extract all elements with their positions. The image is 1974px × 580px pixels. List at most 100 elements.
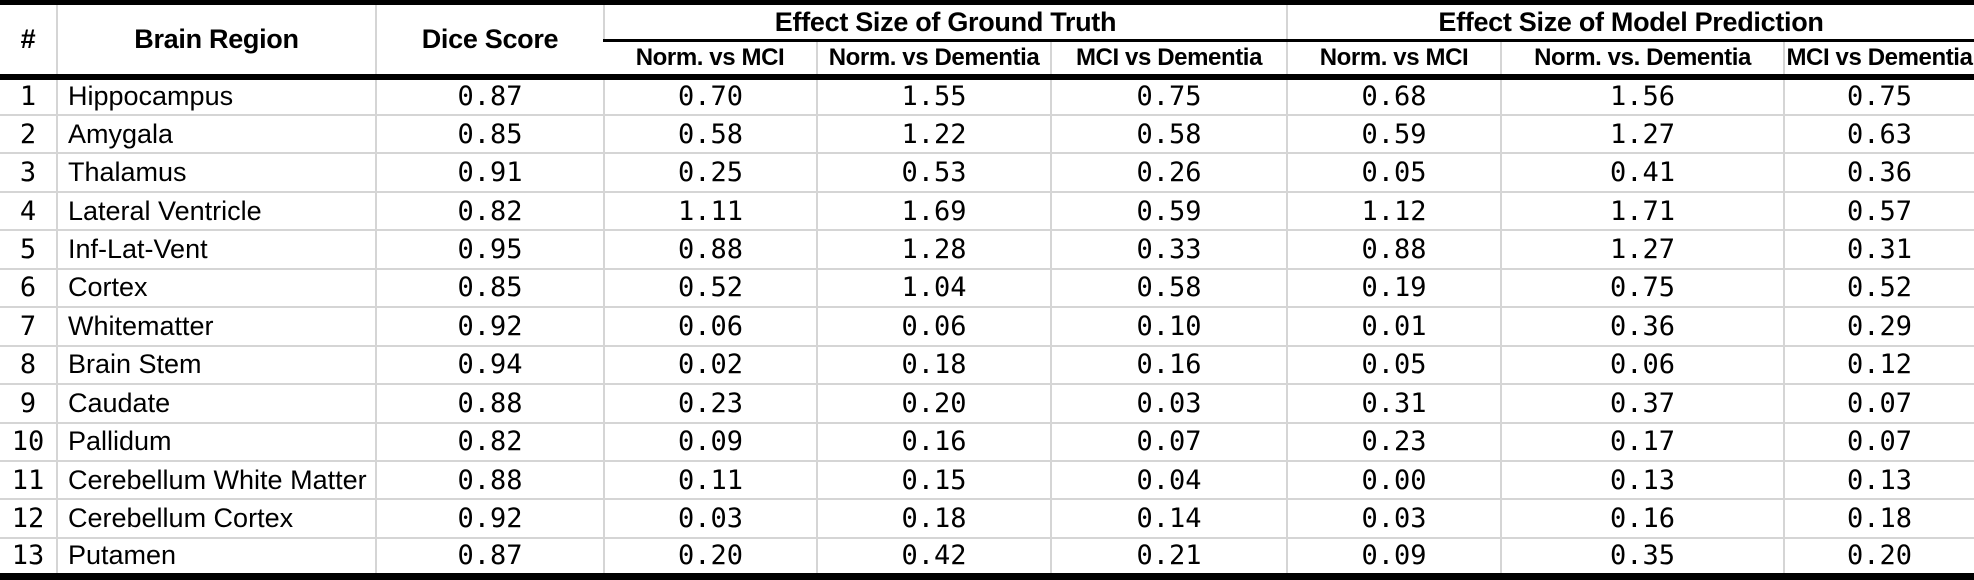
row-number-cell: 13 [0,536,57,577]
gt-norm-vs-mci-cell: 0.88 [603,229,817,269]
brain-region-cell: Brain Stem [56,344,376,385]
brain-region-cell: Lateral Ventricle [56,190,376,231]
dice-score-cell: 0.82 [375,421,604,462]
pred-norm-vs-mci-cell: 0.23 [1286,421,1501,462]
pred-mci-vs-dementia-cell: 0.07 [1783,383,1974,423]
dice-score-cell: 0.87 [375,536,604,577]
pred-norm-vs-mci-cell: 0.68 [1286,75,1501,115]
gt-mci-vs-dementia-cell: 0.14 [1050,498,1287,538]
pred-mci-vs-dementia-cell: 0.75 [1783,75,1974,115]
brain-region-cell: Thalamus [56,152,376,192]
brain-region-cell: Cerebellum Cortex [56,498,376,538]
gt-norm-vs-dementia-cell: 0.15 [816,460,1051,500]
gt-norm-vs-dementia-cell: 0.42 [816,536,1051,577]
gt-norm-vs-dementia-cell: 1.22 [816,113,1051,154]
subheader-pred-norm-vs-mci: Norm. vs MCI [1286,40,1501,80]
pred-norm-vs-dementia-cell: 0.16 [1500,498,1784,538]
gt-norm-vs-mci-cell: 0.52 [603,267,817,308]
subheader-gt-norm-vs-mci: Norm. vs MCI [604,40,817,80]
table-row: 8 Brain Stem 0.94 0.02 0.18 0.16 0.05 0.… [0,344,1974,385]
table-row: 6 Cortex 0.85 0.52 1.04 0.58 0.19 0.75 0… [0,267,1974,308]
gt-mci-vs-dementia-cell: 0.16 [1050,344,1287,385]
brain-region-cell: Amygala [56,113,376,154]
column-header-dice-score: Dice Score [375,2,604,80]
dice-score-cell: 0.92 [375,498,604,538]
subheader-pred-norm-vs-dementia: Norm. vs. Dementia [1500,40,1784,80]
pred-norm-vs-mci-cell: 0.05 [1286,152,1501,192]
pred-norm-vs-dementia-cell: 0.37 [1500,383,1784,423]
gt-norm-vs-mci-cell: 0.70 [603,75,817,115]
dice-score-cell: 0.85 [375,113,604,154]
table-row: 5 Inf-Lat-Vent 0.95 0.88 1.28 0.33 0.88 … [0,229,1974,269]
pred-mci-vs-dementia-cell: 0.18 [1783,498,1974,538]
subheader-pred-mci-vs-dementia: MCI vs Dementia [1783,40,1974,80]
gt-norm-vs-dementia-cell: 1.69 [816,190,1051,231]
pred-norm-vs-mci-cell: 1.12 [1286,190,1501,231]
table-body: 1 Hippocampus 0.87 0.70 1.55 0.75 0.68 1… [0,75,1974,577]
gt-mci-vs-dementia-cell: 0.21 [1050,536,1287,577]
table-row: 4 Lateral Ventricle 0.82 1.11 1.69 0.59 … [0,190,1974,231]
gt-norm-vs-mci-cell: 0.58 [603,113,817,154]
gt-norm-vs-dementia-cell: 0.16 [816,421,1051,462]
pred-norm-vs-dementia-cell: 0.35 [1500,536,1784,577]
gt-norm-vs-mci-cell: 0.03 [603,498,817,538]
pred-mci-vs-dementia-cell: 0.57 [1783,190,1974,231]
table-header: # Brain Region Dice Score Effect Size of… [0,2,1974,80]
group-header-ground-truth: Effect Size of Ground Truth [603,2,1287,42]
row-number-cell: 6 [0,267,57,308]
pred-norm-vs-dementia-cell: 0.17 [1500,421,1784,462]
brain-region-cell: Cortex [56,267,376,308]
gt-mci-vs-dementia-cell: 0.10 [1050,306,1287,346]
pred-mci-vs-dementia-cell: 0.12 [1783,344,1974,385]
row-number-cell: 9 [0,383,57,423]
brain-region-cell: Inf-Lat-Vent [56,229,376,269]
dice-score-cell: 0.91 [375,152,604,192]
gt-norm-vs-mci-cell: 0.02 [603,344,817,385]
dice-score-cell: 0.88 [375,383,604,423]
gt-norm-vs-mci-cell: 0.25 [603,152,817,192]
pred-norm-vs-dementia-cell: 1.27 [1500,113,1784,154]
subheader-gt-mci-vs-dementia: MCI vs Dementia [1050,40,1287,80]
table-row: 1 Hippocampus 0.87 0.70 1.55 0.75 0.68 1… [0,75,1974,115]
pred-norm-vs-dementia-cell: 0.41 [1500,152,1784,192]
dice-score-cell: 0.94 [375,344,604,385]
brain-region-cell: Caudate [56,383,376,423]
pred-norm-vs-mci-cell: 0.00 [1286,460,1501,500]
row-number-cell: 10 [0,421,57,462]
pred-norm-vs-mci-cell: 0.31 [1286,383,1501,423]
row-number-cell: 5 [0,229,57,269]
gt-mci-vs-dementia-cell: 0.33 [1050,229,1287,269]
table-row: 2 Amygala 0.85 0.58 1.22 0.58 0.59 1.27 … [0,113,1974,154]
row-number-cell: 11 [0,460,57,500]
pred-norm-vs-dementia-cell: 1.71 [1500,190,1784,231]
pred-mci-vs-dementia-cell: 0.07 [1783,421,1974,462]
brain-region-cell: Pallidum [56,421,376,462]
pred-norm-vs-dementia-cell: 0.06 [1500,344,1784,385]
pred-norm-vs-mci-cell: 0.09 [1286,536,1501,577]
header-sub-row: Norm. vs MCI Norm. vs Dementia MCI vs De… [0,40,1974,80]
pred-norm-vs-mci-cell: 0.19 [1286,267,1501,308]
gt-norm-vs-mci-cell: 0.20 [603,536,817,577]
gt-mci-vs-dementia-cell: 0.26 [1050,152,1287,192]
gt-mci-vs-dementia-cell: 0.59 [1050,190,1287,231]
pred-norm-vs-dementia-cell: 1.56 [1500,75,1784,115]
row-number-cell: 1 [0,75,57,115]
gt-mci-vs-dementia-cell: 0.07 [1050,421,1287,462]
dice-score-cell: 0.85 [375,267,604,308]
gt-norm-vs-dementia-cell: 1.04 [816,267,1051,308]
pred-mci-vs-dementia-cell: 0.29 [1783,306,1974,346]
subheader-gt-norm-vs-dementia: Norm. vs Dementia [816,40,1051,80]
table-row: 7 Whitematter 0.92 0.06 0.06 0.10 0.01 0… [0,306,1974,346]
pred-norm-vs-dementia-cell: 0.75 [1500,267,1784,308]
dice-score-cell: 0.82 [375,190,604,231]
pred-norm-vs-dementia-cell: 0.36 [1500,306,1784,346]
gt-norm-vs-dementia-cell: 0.06 [816,306,1051,346]
pred-norm-vs-mci-cell: 0.03 [1286,498,1501,538]
gt-norm-vs-dementia-cell: 0.18 [816,498,1051,538]
gt-norm-vs-mci-cell: 0.09 [603,421,817,462]
group-header-model-prediction: Effect Size of Model Prediction [1286,2,1974,42]
pred-norm-vs-dementia-cell: 0.13 [1500,460,1784,500]
dice-score-cell: 0.87 [375,75,604,115]
gt-norm-vs-dementia-cell: 0.20 [816,383,1051,423]
column-header-brain-region: Brain Region [56,2,376,80]
